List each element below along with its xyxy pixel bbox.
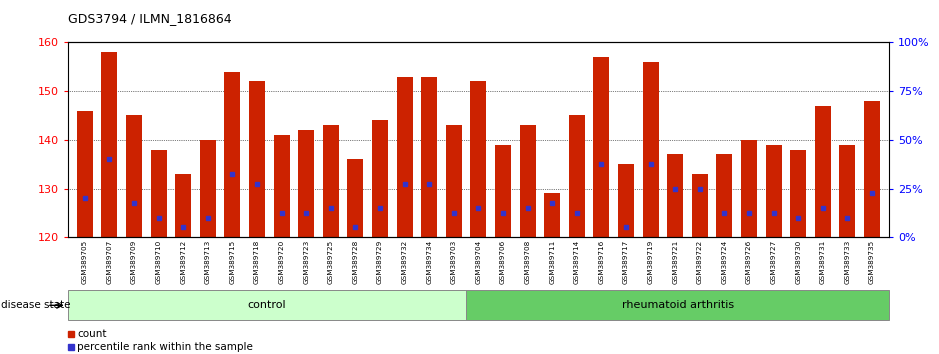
Bar — [77, 110, 93, 237]
Bar — [299, 130, 315, 237]
Bar — [470, 81, 486, 237]
Bar — [396, 76, 412, 237]
Bar — [372, 120, 388, 237]
Bar — [668, 154, 684, 237]
Bar — [864, 101, 880, 237]
Bar — [150, 149, 166, 237]
Text: GDS3794 / ILMN_1816864: GDS3794 / ILMN_1816864 — [68, 12, 231, 25]
Bar — [569, 115, 585, 237]
Bar — [642, 62, 658, 237]
Bar — [126, 115, 142, 237]
Text: control: control — [248, 300, 286, 310]
Bar — [224, 72, 240, 237]
Bar — [545, 193, 561, 237]
Bar — [519, 125, 535, 237]
Bar — [200, 140, 216, 237]
Bar — [347, 159, 363, 237]
Bar — [176, 174, 192, 237]
Text: percentile rank within the sample: percentile rank within the sample — [77, 342, 253, 352]
Bar — [446, 125, 462, 237]
Bar — [68, 290, 466, 320]
Bar — [422, 76, 438, 237]
Bar — [839, 145, 855, 237]
Text: rheumatoid arthritis: rheumatoid arthritis — [622, 300, 733, 310]
Bar — [273, 135, 289, 237]
Bar — [466, 290, 889, 320]
Bar — [593, 57, 609, 237]
Bar — [692, 174, 708, 237]
Text: count: count — [77, 329, 106, 339]
Bar — [249, 81, 265, 237]
Text: disease state: disease state — [1, 300, 70, 310]
Bar — [815, 106, 831, 237]
Bar — [765, 145, 781, 237]
Bar — [716, 154, 732, 237]
Bar — [323, 125, 339, 237]
Bar — [495, 145, 511, 237]
Bar — [618, 164, 634, 237]
Bar — [741, 140, 757, 237]
Bar — [791, 149, 807, 237]
Bar — [101, 52, 117, 237]
